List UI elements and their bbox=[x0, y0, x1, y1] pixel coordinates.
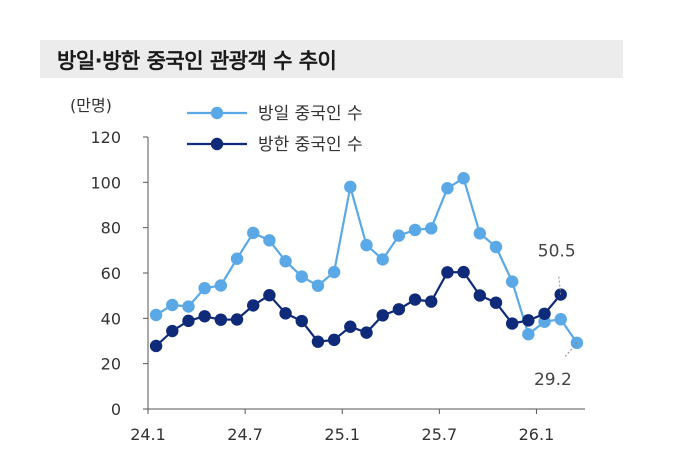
series-1-point bbox=[376, 253, 389, 266]
y-tick-label: 120 bbox=[90, 128, 121, 147]
series-2-point bbox=[279, 307, 292, 320]
y-tick-label: 0 bbox=[111, 400, 121, 419]
annotation-leader bbox=[558, 276, 562, 295]
series-2-point bbox=[489, 296, 503, 309]
annotation-label: 29.2 bbox=[534, 370, 572, 390]
series-2-point bbox=[392, 303, 406, 316]
y-tick-label: 20 bbox=[101, 355, 121, 374]
series-2-point bbox=[376, 309, 389, 322]
series-2-point bbox=[214, 313, 228, 326]
series-2-point bbox=[263, 289, 276, 302]
y-axis: 0 20 40 60 80 100 120 (만명) bbox=[70, 96, 149, 419]
series-1-point bbox=[295, 270, 308, 283]
y-axis-unit: (만명) bbox=[70, 96, 112, 115]
series-1-point bbox=[392, 229, 406, 242]
series-2-point bbox=[457, 265, 470, 279]
x-tick-label: 25.1 bbox=[324, 425, 360, 444]
series-1-point bbox=[522, 328, 535, 341]
series-1-point bbox=[247, 226, 260, 240]
series-1-point bbox=[166, 298, 179, 312]
series-2-point bbox=[295, 314, 308, 328]
series-1-point bbox=[457, 172, 470, 185]
series-1-point bbox=[311, 279, 325, 292]
title-bar: 방일·방한 중국인 관광객 수 추이 bbox=[40, 40, 623, 78]
y-tick-label: 40 bbox=[101, 309, 121, 328]
series-2-point bbox=[166, 324, 179, 338]
series-2-point bbox=[408, 293, 422, 306]
series-1-point bbox=[182, 300, 195, 313]
series-2-point bbox=[425, 295, 438, 308]
chart-title: 방일·방한 중국인 관광객 수 추이 bbox=[57, 49, 337, 73]
series-2-point bbox=[198, 310, 211, 323]
series-2-point bbox=[311, 335, 325, 348]
series-1-point bbox=[554, 313, 567, 326]
series-2-point bbox=[182, 314, 195, 328]
series-points bbox=[149, 172, 584, 353]
series-2-point bbox=[522, 314, 535, 327]
series-1-point bbox=[473, 227, 486, 240]
series-2-point bbox=[441, 266, 454, 279]
series-1-point bbox=[489, 240, 503, 254]
series-2-point bbox=[230, 313, 244, 326]
series-2-point bbox=[149, 339, 163, 353]
series-2-point bbox=[505, 317, 519, 330]
series-1-point bbox=[263, 234, 276, 247]
series-1-point bbox=[570, 336, 584, 350]
annotation-leader bbox=[564, 342, 578, 358]
series-2-point bbox=[538, 307, 551, 320]
y-tick-label: 60 bbox=[101, 264, 121, 283]
series-1-point bbox=[505, 275, 519, 288]
series-2-point bbox=[327, 333, 341, 347]
annotation-label: 50.5 bbox=[538, 242, 576, 262]
series-1-point bbox=[344, 180, 357, 194]
x-tick-label: 24.1 bbox=[130, 425, 166, 444]
legend-label-2: 방한 중국인 수 bbox=[258, 135, 363, 155]
x-tick-label: 24.7 bbox=[227, 425, 263, 444]
legend-label-1: 방일 중국인 수 bbox=[258, 104, 363, 124]
x-tick-label: 26.1 bbox=[519, 425, 555, 444]
x-axis: 24.1 24.7 25.1 25.7 26.1 bbox=[130, 408, 585, 444]
legend-marker-1 bbox=[210, 106, 224, 120]
annotations: 50.5 29.2 bbox=[534, 242, 578, 390]
series-2-point bbox=[473, 289, 486, 302]
series-1-point bbox=[408, 223, 422, 237]
series-2-point bbox=[344, 320, 357, 333]
y-tick-label: 100 bbox=[90, 173, 121, 192]
series-1-point bbox=[327, 265, 341, 279]
legend-marker-2 bbox=[210, 137, 224, 151]
series-2-point bbox=[360, 326, 373, 339]
series-1-point bbox=[214, 279, 228, 292]
legend: 방일 중국인 수방한 중국인 수 bbox=[187, 104, 363, 155]
series-1-point bbox=[441, 182, 454, 195]
series-1-point bbox=[279, 255, 292, 268]
series-2-point bbox=[247, 299, 260, 312]
series-1-point bbox=[230, 252, 244, 265]
y-tick-label: 80 bbox=[101, 219, 121, 238]
series-1-point bbox=[198, 281, 211, 295]
series-1-point bbox=[149, 308, 163, 322]
series-1-point bbox=[425, 222, 438, 235]
series-1-point bbox=[360, 238, 373, 252]
x-tick-label: 25.7 bbox=[422, 425, 458, 444]
